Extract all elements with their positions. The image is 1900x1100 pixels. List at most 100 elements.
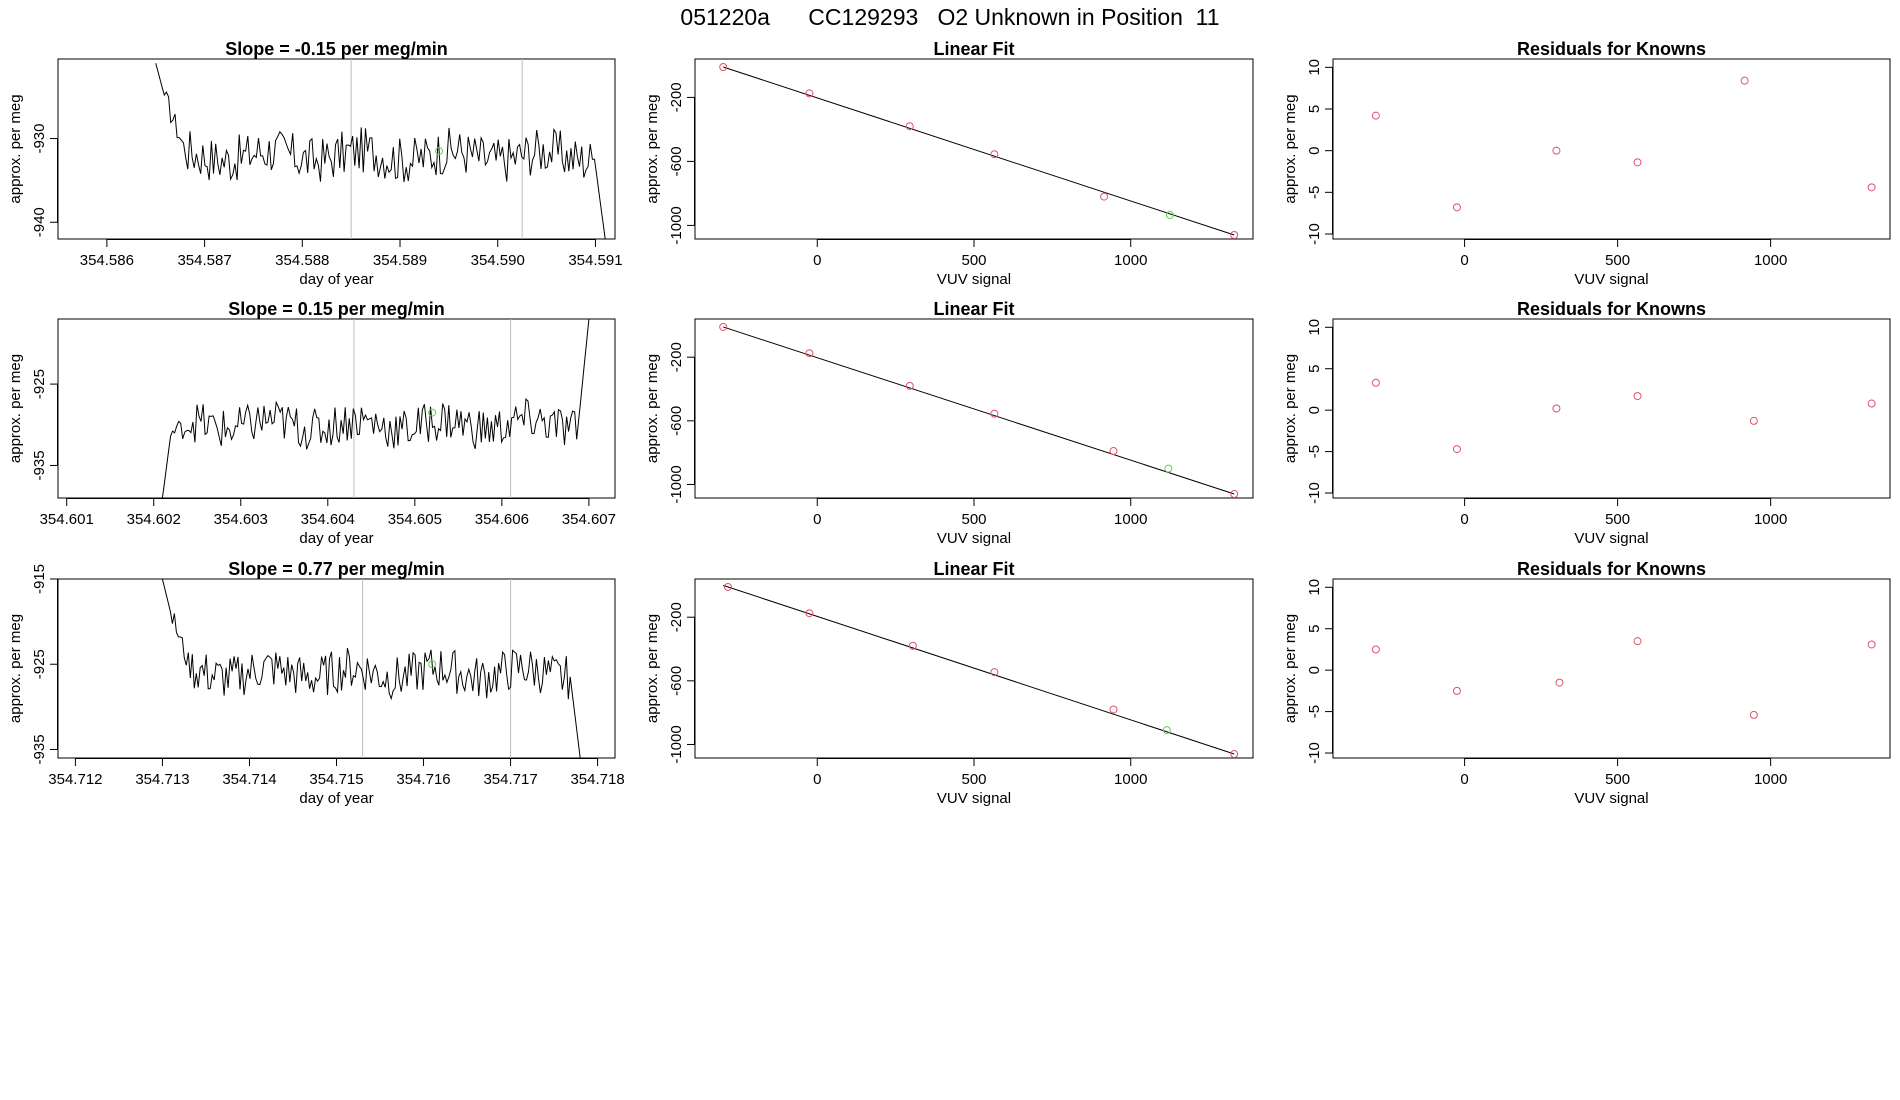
x-tick-label: 0 (813, 252, 821, 269)
unknown-point (1162, 726, 1171, 735)
x-tick-label: 354.591 (568, 252, 622, 269)
panel-title: Linear Fit (933, 299, 1014, 319)
x-tick-label: 354.606 (475, 511, 529, 528)
panel-1-3: Residuals for Knowns 0 500 1000 VUV signal 10… (1282, 39, 1891, 288)
x-tick-label: 354.590 (471, 252, 525, 269)
panel-1-2: Linear Fit 0 500 1000 VUV signal -200 -600 -100… (644, 39, 1254, 288)
known-point (1109, 705, 1118, 714)
x-tick-label: 500 (1605, 511, 1630, 528)
plot-area (1371, 637, 1876, 719)
panel-3-2: Linear Fit 0 500 1000 VUV signal -200 -600 -100… (644, 559, 1254, 807)
residual-point (1371, 111, 1380, 120)
signal-trace (161, 319, 590, 498)
residual-point (1371, 378, 1380, 387)
residual-point (1867, 640, 1876, 649)
y-axis-label: approx. per meg (1282, 614, 1299, 723)
residual-point (1749, 710, 1758, 719)
x-tick-label: 1000 (1114, 771, 1147, 788)
panel-title: Slope = -0.15 per meg/min (225, 39, 448, 59)
x-tick-label: 354.714 (222, 771, 276, 788)
x-tick-label: 354.586 (80, 252, 134, 269)
residual-point (1867, 399, 1876, 408)
x-tick-label: 354.589 (373, 252, 427, 269)
panel-2-1: Slope = 0.15 per meg/min 354.601 354.602 35… (7, 299, 616, 547)
x-tick-label: 1000 (1754, 252, 1787, 269)
residual-point (1749, 416, 1758, 425)
y-axis-label: approx. per meg (7, 94, 24, 203)
x-axis-label: VUV signal (937, 790, 1011, 807)
x-axis-label: VUV signal (1574, 530, 1648, 547)
y-tick-label: 5 (1306, 105, 1323, 113)
y-tick-label: -200 (668, 82, 685, 112)
plot-frame (1332, 578, 1891, 759)
panel-title: Slope = 0.77 per meg/min (228, 559, 445, 579)
x-tick-label: 500 (1605, 252, 1630, 269)
x-tick-label: 354.602 (127, 511, 181, 528)
plot-area (161, 319, 590, 498)
known-point (905, 381, 914, 390)
x-tick-label: 354.588 (275, 252, 329, 269)
x-tick-label: 354.601 (40, 511, 94, 528)
known-point (1230, 490, 1239, 498)
panel-1-1: Slope = -0.15 per meg/min 354.586 354.587 3… (7, 39, 623, 288)
x-tick-label: 500 (961, 252, 986, 269)
y-tick-label: -10 (1306, 742, 1323, 764)
known-point (990, 668, 999, 677)
plot-frame (57, 58, 616, 240)
x-tick-label: 354.713 (135, 771, 189, 788)
x-tick-label: 500 (1605, 771, 1630, 788)
panel-title: Residuals for Knowns (1517, 559, 1706, 579)
plot-area (723, 582, 1239, 758)
y-tick-label: -200 (668, 342, 685, 372)
panel-title: Residuals for Knowns (1517, 299, 1706, 319)
x-tick-label: 500 (961, 771, 986, 788)
plot-area (1371, 378, 1876, 454)
known-point (719, 322, 728, 331)
x-axis-label: VUV signal (1574, 790, 1648, 807)
x-tick-label: 1000 (1754, 511, 1787, 528)
unknown-point (435, 147, 444, 156)
y-axis-label: approx. per meg (644, 614, 661, 723)
residual-point (1633, 158, 1642, 167)
residual-point (1555, 678, 1564, 687)
x-axis-label: VUV signal (937, 530, 1011, 547)
y-tick-label: -935 (31, 734, 48, 764)
plot-area (155, 59, 606, 239)
x-tick-label: 1000 (1114, 511, 1147, 528)
x-tick-label: 354.587 (177, 252, 231, 269)
y-tick-label: 5 (1306, 365, 1323, 373)
unknown-point (428, 408, 437, 417)
residual-point (1371, 645, 1380, 654)
y-tick-label: -10 (1306, 482, 1323, 504)
plot-area (161, 579, 581, 758)
x-tick-label: 1000 (1114, 252, 1147, 269)
panel-title: Linear Fit (933, 559, 1014, 579)
panel-3-3: Residuals for Knowns 0 500 1000 VUV signal 10… (1282, 559, 1891, 807)
plot-area (719, 322, 1239, 498)
x-tick-label: 354.712 (48, 771, 102, 788)
x-tick-label: 354.717 (483, 771, 537, 788)
y-tick-label: -600 (668, 406, 685, 436)
unknown-point (1165, 211, 1174, 219)
plot-area (1371, 76, 1876, 212)
y-tick-label: -925 (31, 369, 48, 399)
y-tick-label: -1000 (668, 206, 685, 244)
y-tick-label: -940 (31, 207, 48, 237)
residual-point (1552, 404, 1561, 413)
x-tick-label: 0 (813, 511, 821, 528)
known-point (1100, 192, 1109, 201)
x-tick-label: 354.604 (301, 511, 355, 528)
y-tick-label: 10 (1306, 59, 1323, 76)
plot-area (719, 63, 1239, 239)
residual-point (1633, 392, 1642, 401)
unknown-point (1164, 464, 1173, 473)
residual-point (1552, 146, 1561, 155)
known-point (990, 150, 999, 159)
x-axis-label: VUV signal (937, 271, 1011, 288)
y-tick-label: -600 (668, 146, 685, 176)
plot-frame (1332, 318, 1891, 499)
x-axis-label: VUV signal (1574, 271, 1648, 288)
y-tick-label: -935 (31, 450, 48, 480)
x-axis-label: day of year (299, 530, 373, 547)
